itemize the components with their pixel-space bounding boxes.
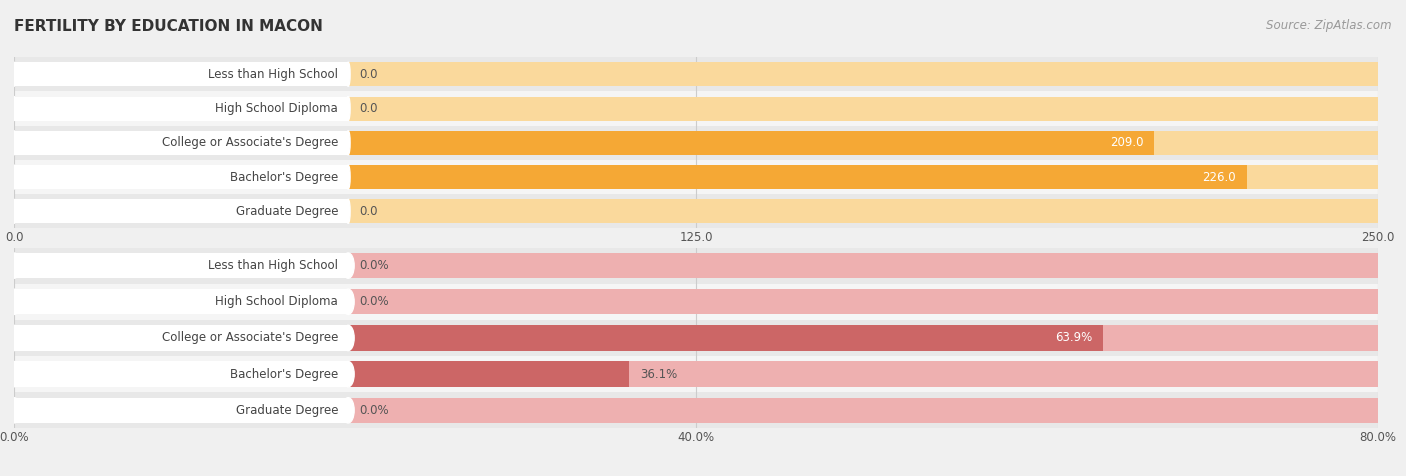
Bar (14, 320, 1378, 356)
Bar (14, 160, 1378, 194)
Bar (14, 199, 1378, 223)
Text: College or Associate's Degree: College or Associate's Degree (162, 136, 339, 149)
Bar (14, 165, 349, 189)
Bar (14, 284, 1378, 320)
Bar (14, 289, 349, 315)
Bar (14, 397, 1378, 423)
Bar (14, 397, 349, 423)
Bar (14, 194, 1378, 228)
Bar (14, 253, 349, 278)
Bar (14, 91, 1378, 126)
Bar (14, 361, 630, 387)
Text: 0.0: 0.0 (359, 102, 378, 115)
Bar (14, 62, 349, 86)
Text: 0.0: 0.0 (359, 205, 378, 218)
Text: Less than High School: Less than High School (208, 68, 339, 81)
Bar (14, 97, 349, 120)
Circle shape (342, 289, 354, 315)
Circle shape (346, 199, 350, 223)
Text: Bachelor's Degree: Bachelor's Degree (231, 367, 339, 381)
Bar (14, 131, 1154, 155)
Circle shape (346, 62, 350, 86)
Circle shape (8, 361, 20, 387)
Circle shape (346, 165, 350, 189)
Bar (14, 392, 1378, 428)
Text: 0.0: 0.0 (359, 68, 378, 81)
Circle shape (8, 325, 20, 351)
Bar (14, 361, 349, 387)
Circle shape (342, 253, 354, 278)
Bar (14, 199, 349, 223)
Bar (14, 131, 1378, 155)
Bar (14, 126, 1378, 160)
Circle shape (13, 97, 15, 120)
Bar (14, 165, 1247, 189)
Circle shape (342, 361, 354, 387)
Text: 0.0%: 0.0% (359, 295, 388, 308)
Text: High School Diploma: High School Diploma (215, 102, 339, 115)
Bar (14, 57, 1378, 91)
Text: FERTILITY BY EDUCATION IN MACON: FERTILITY BY EDUCATION IN MACON (14, 19, 323, 34)
Text: College or Associate's Degree: College or Associate's Degree (162, 331, 339, 345)
Circle shape (342, 325, 354, 351)
Text: High School Diploma: High School Diploma (215, 295, 339, 308)
Bar (14, 131, 349, 155)
Text: Less than High School: Less than High School (208, 259, 339, 272)
Text: Bachelor's Degree: Bachelor's Degree (231, 170, 339, 184)
Bar (14, 97, 1378, 120)
Text: 36.1%: 36.1% (640, 367, 678, 381)
Circle shape (346, 131, 350, 155)
Circle shape (8, 397, 20, 423)
Bar (14, 325, 349, 351)
Bar (14, 325, 1378, 351)
Text: Source: ZipAtlas.com: Source: ZipAtlas.com (1267, 19, 1392, 32)
Text: Graduate Degree: Graduate Degree (236, 404, 339, 417)
Text: Graduate Degree: Graduate Degree (236, 205, 339, 218)
Bar (14, 248, 1378, 284)
Circle shape (13, 62, 15, 86)
Bar (14, 62, 1378, 86)
Bar (14, 361, 1378, 387)
Bar (14, 253, 1378, 278)
Circle shape (342, 397, 354, 423)
Circle shape (13, 165, 15, 189)
Bar (14, 356, 1378, 392)
Bar (14, 165, 1378, 189)
Text: 226.0: 226.0 (1202, 170, 1236, 184)
Bar (14, 325, 1104, 351)
Text: 209.0: 209.0 (1109, 136, 1143, 149)
Circle shape (13, 131, 15, 155)
Bar (14, 289, 1378, 315)
Text: 0.0%: 0.0% (359, 259, 388, 272)
Circle shape (8, 253, 20, 278)
Text: 63.9%: 63.9% (1056, 331, 1092, 345)
Text: 0.0%: 0.0% (359, 404, 388, 417)
Circle shape (8, 289, 20, 315)
Circle shape (13, 199, 15, 223)
Circle shape (346, 97, 350, 120)
